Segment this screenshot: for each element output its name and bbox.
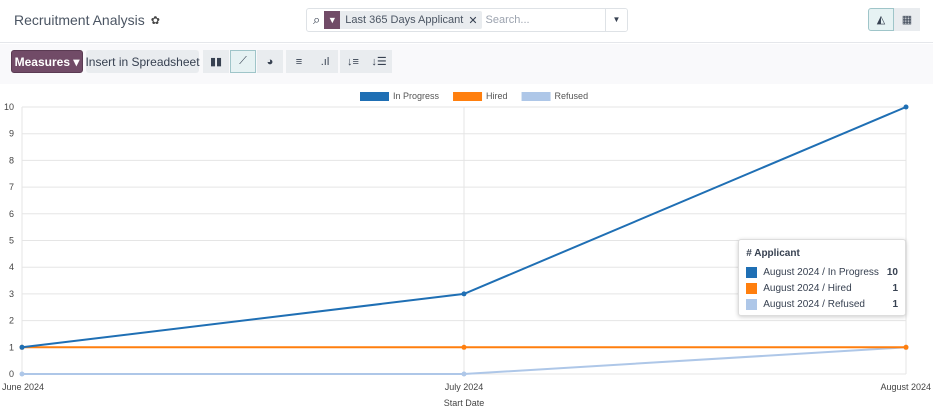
tooltip-label: August 2024 / Hired bbox=[763, 282, 852, 294]
pie-chart-icon[interactable]: ◕ bbox=[257, 50, 283, 73]
data-point bbox=[19, 371, 25, 377]
data-point bbox=[903, 104, 909, 110]
gear-icon[interactable]: ✿ bbox=[150, 14, 160, 27]
line-chart-icon[interactable]: ⟋ bbox=[230, 50, 256, 73]
legend-swatch bbox=[453, 92, 483, 101]
legend-swatch bbox=[360, 92, 389, 101]
pivot-view-icon[interactable]: ▦ bbox=[894, 8, 920, 31]
sort-ascending-icon[interactable]: ↓☰ bbox=[366, 50, 392, 73]
filter-icon: ▼ bbox=[324, 11, 341, 29]
line-chart: 0 1 2 3 4 5 6 7 8 9 10 June 2024 July 2024 August 202… bbox=[2, 91, 931, 408]
filter-facet: ▼ Last 365 Days Applicant ✕ bbox=[324, 11, 482, 29]
data-point bbox=[19, 344, 25, 350]
legend-label: Refused bbox=[555, 91, 589, 101]
tooltip-value: 10 bbox=[886, 266, 898, 278]
search-bar[interactable]: ⌕ ▼ Last 365 Days Applicant ✕ Search... ▼ bbox=[306, 8, 628, 32]
tooltip-row: August 2024 / Refused 1 bbox=[746, 296, 898, 312]
data-point bbox=[461, 291, 467, 297]
control-panel: Recruitment Analysis ✿ ⌕ ▼ Last 365 Days A… bbox=[0, 0, 933, 43]
y-tick-label: 10 bbox=[4, 102, 14, 112]
measures-label: Measures bbox=[14, 54, 70, 69]
y-tick-label: 6 bbox=[9, 209, 14, 219]
tooltip-label: August 2024 / In Progress bbox=[763, 266, 879, 278]
x-tick-label: August 2024 bbox=[880, 382, 931, 392]
y-tick-label: 3 bbox=[9, 289, 14, 299]
search-input[interactable]: Search... bbox=[485, 14, 530, 26]
x-axis-label: Start Date bbox=[444, 398, 485, 408]
page-title: Recruitment Analysis bbox=[14, 12, 145, 28]
y-tick-label: 7 bbox=[9, 182, 14, 192]
remove-facet-icon[interactable]: ✕ bbox=[468, 14, 478, 27]
y-tick-label: 4 bbox=[9, 262, 14, 272]
y-tick-label: 1 bbox=[9, 342, 14, 352]
y-tick-label: 2 bbox=[9, 316, 14, 326]
x-tick-label: July 2024 bbox=[445, 382, 484, 392]
cumulative-icon[interactable]: .ıl bbox=[312, 50, 338, 73]
sort-descending-icon[interactable]: ↓≡ bbox=[340, 50, 366, 73]
data-point bbox=[903, 344, 909, 350]
y-tick-label: 5 bbox=[9, 236, 14, 246]
tooltip-row: August 2024 / In Progress 10 bbox=[746, 264, 898, 280]
tooltip-row: August 2024 / Hired 1 bbox=[746, 280, 898, 296]
facet-label: Last 365 Days Applicant bbox=[345, 14, 464, 26]
bar-chart-icon[interactable]: ▮▮ bbox=[203, 50, 229, 73]
data-point bbox=[461, 344, 467, 350]
tooltip-value: 1 bbox=[892, 282, 898, 294]
data-point bbox=[461, 371, 467, 377]
legend-swatch bbox=[521, 92, 551, 101]
y-tick-label: 0 bbox=[9, 369, 14, 379]
x-tick-label: June 2024 bbox=[2, 382, 44, 392]
search-icon: ⌕ bbox=[313, 12, 321, 27]
legend-label: Hired bbox=[486, 91, 508, 101]
search-dropdown-toggle[interactable]: ▼ bbox=[605, 9, 627, 31]
graph-view-icon[interactable]: ◭ bbox=[868, 8, 894, 31]
chart-tooltip: # Applicant August 2024 / In Progress 10 … bbox=[738, 239, 906, 316]
insert-spreadsheet-button[interactable]: Insert in Spreadsheet bbox=[85, 50, 200, 73]
tooltip-title: # Applicant bbox=[746, 248, 800, 259]
stacked-icon[interactable]: ≡ bbox=[286, 50, 312, 73]
tooltip-value: 1 bbox=[892, 298, 898, 310]
tooltip-label: August 2024 / Refused bbox=[763, 298, 865, 310]
legend-label: In Progress bbox=[393, 91, 440, 101]
y-tick-label: 9 bbox=[9, 129, 14, 139]
y-tick-label: 8 bbox=[9, 155, 14, 165]
measures-button[interactable]: Measures ▾ bbox=[11, 50, 83, 73]
graph-toolbar: Measures ▾ Insert in Spreadsheet ▮▮ ⟋ ◕ … bbox=[0, 44, 933, 84]
